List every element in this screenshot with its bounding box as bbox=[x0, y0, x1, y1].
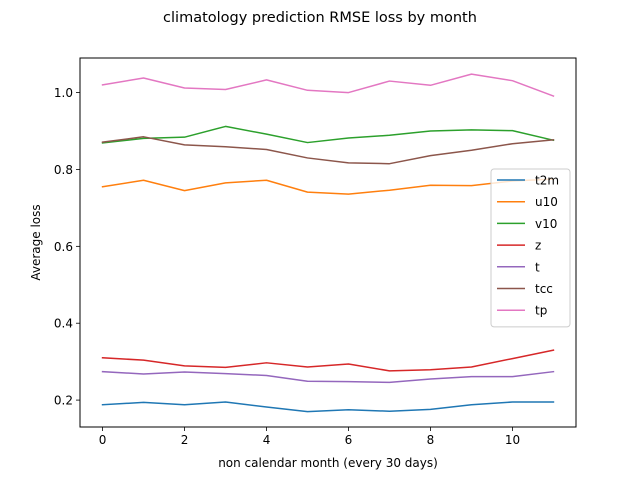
series-layer bbox=[101, 73, 555, 413]
y-tick-label: 1.0 bbox=[54, 86, 73, 100]
x-tick-label: 4 bbox=[263, 433, 271, 447]
y-tick-label: 0.6 bbox=[54, 240, 73, 254]
series-line-tcc bbox=[101, 136, 555, 165]
legend-label-t2m: t2m bbox=[535, 174, 559, 188]
x-axis-label: non calendar month (every 30 days) bbox=[218, 456, 438, 470]
y-axis-label: Average loss bbox=[29, 204, 43, 280]
y-tick-label: 0.4 bbox=[54, 317, 73, 331]
legend-label-tp: tp bbox=[535, 304, 547, 318]
y-axis: 0.2 0.4 0.6 0.8 1.0 bbox=[54, 86, 80, 408]
legend-box bbox=[490, 168, 571, 328]
chart-title: climatology prediction RMSE loss by mont… bbox=[163, 10, 477, 26]
series-line-t bbox=[101, 370, 555, 384]
x-tick-label: 0 bbox=[99, 433, 107, 447]
series-line-u10 bbox=[101, 178, 555, 195]
legend: t2m u10 v10 zt tcc tp bbox=[490, 168, 571, 328]
series-line-z bbox=[101, 349, 555, 372]
legend-label-u10: u10 bbox=[535, 195, 558, 209]
x-axis: 0 2 4 6 8 10 bbox=[99, 427, 520, 447]
x-tick-label: 10 bbox=[505, 433, 520, 447]
series-line-v10 bbox=[101, 125, 555, 144]
legend-label-z: z bbox=[535, 239, 541, 253]
legend-label-t: t bbox=[535, 260, 540, 274]
series-line-tp bbox=[101, 73, 555, 98]
y-tick-label: 0.8 bbox=[54, 163, 73, 177]
legend-label-tcc: tcc bbox=[535, 282, 553, 296]
axes-frame bbox=[79, 57, 577, 428]
series-line-t2m bbox=[101, 401, 555, 413]
legend-label-v10: v10 bbox=[535, 217, 557, 231]
x-tick-label: 6 bbox=[345, 433, 353, 447]
y-tick-label: 0.2 bbox=[54, 394, 73, 408]
x-tick-label: 8 bbox=[427, 433, 435, 447]
x-tick-label: 2 bbox=[181, 433, 189, 447]
